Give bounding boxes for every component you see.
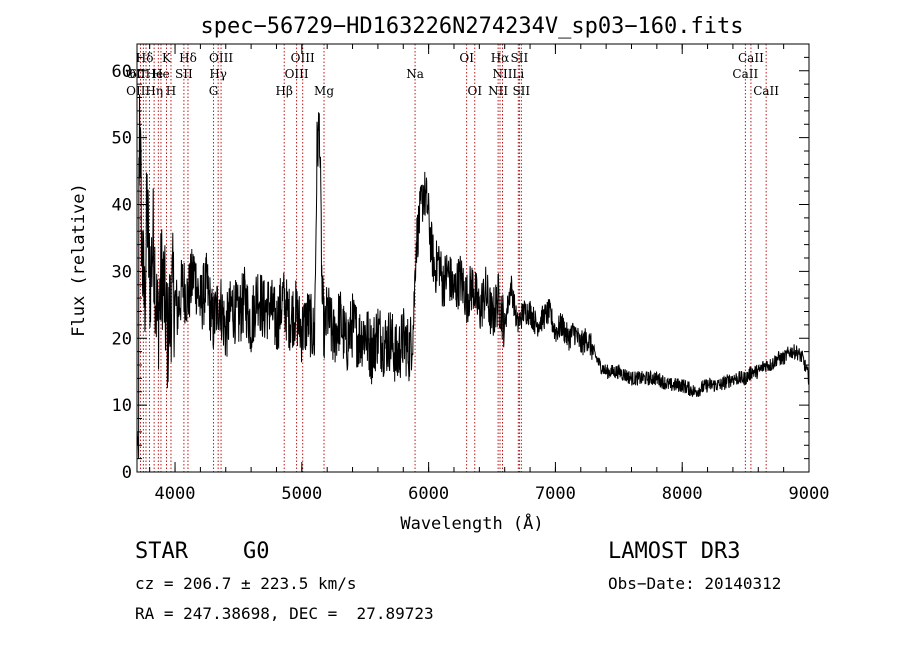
emission-line-label: OIII <box>285 67 309 81</box>
emission-line-label: Hδ <box>179 51 197 65</box>
emission-line-label: SII <box>175 67 193 81</box>
emission-line-label: SII <box>512 84 530 98</box>
y-tick-label: 20 <box>112 329 132 349</box>
spectrum-series-line <box>136 94 810 460</box>
x-tick-label: 9000 <box>789 484 830 504</box>
survey-label: LAMOST DR3 <box>608 539 741 564</box>
emission-line-label: Li <box>512 67 524 81</box>
y-tick-label: 40 <box>112 196 132 216</box>
emission-line-label: SII <box>511 51 529 65</box>
emission-line-label: CaII <box>738 51 764 65</box>
emission-line-label: Na <box>406 67 424 81</box>
emission-line-label: NII <box>493 67 513 81</box>
velocity-readout: cz = 206.7 ± 223.5 km/s <box>135 574 357 593</box>
y-tick-label: 0 <box>122 463 132 483</box>
emission-line-label: Hα <box>491 51 510 65</box>
x-tick-label: 6000 <box>408 484 449 504</box>
x-tick-label: 7000 <box>535 484 576 504</box>
subclass-label: G0 <box>243 539 270 564</box>
emission-line-label: OI <box>459 51 474 65</box>
y-tick-label: 60 <box>112 62 132 82</box>
obs-date-readout: Obs−Date: 20140312 <box>608 574 782 593</box>
coordinates-readout: RA = 247.38698, DEC = 27.89723 <box>135 604 434 623</box>
x-axis-label: Wavelength (Å) <box>400 512 543 534</box>
x-tick-label: 4000 <box>155 484 196 504</box>
emission-line-label: OIII <box>291 51 315 65</box>
y-tick-label: 50 <box>112 129 132 149</box>
emission-line-label: OIIHη <box>126 84 163 98</box>
emission-line-markers <box>139 44 767 472</box>
y-axis: 0 10 20 30 40 50 60 <box>112 56 809 483</box>
emission-line-label: NII <box>488 84 508 98</box>
class-label: STAR <box>135 539 188 564</box>
emission-line-label: Hδ <box>136 51 154 65</box>
emission-line-label: CaII <box>753 84 779 98</box>
y-tick-label: 10 <box>112 396 132 416</box>
y-axis-label: Flux (relative) <box>69 183 89 337</box>
emission-line-label: K <box>162 51 172 65</box>
emission-line-label: OIII <box>209 51 233 65</box>
emission-line-label: OI <box>467 84 482 98</box>
emission-line-label: H <box>166 84 176 98</box>
emission-line-label: CaII <box>732 67 758 81</box>
emission-line-label: OIIHe <box>126 67 163 81</box>
emission-line-label: He <box>152 67 170 81</box>
x-tick-label: 8000 <box>662 484 703 504</box>
chart-title: spec−56729−HD163226N274234V_sp03−160.fit… <box>200 14 743 39</box>
emission-line-label: Mg <box>314 84 334 98</box>
emission-line-label: Hγ <box>209 67 227 81</box>
plot-frame <box>136 43 810 473</box>
x-axis: 4000 5000 6000 7000 8000 9000 <box>149 44 830 504</box>
y-tick-label: 30 <box>112 262 132 282</box>
emission-line-label: Hβ <box>276 84 293 98</box>
x-tick-label: 5000 <box>281 484 322 504</box>
emission-line-label: G <box>209 84 219 98</box>
